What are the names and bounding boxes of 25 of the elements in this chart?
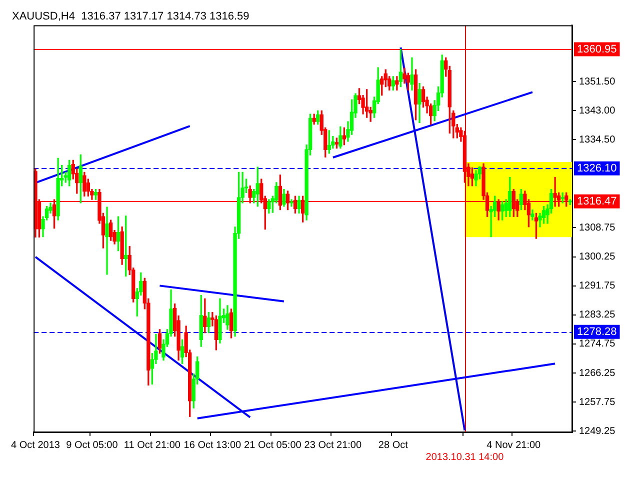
y-tick-label: 1334.50 bbox=[579, 134, 616, 146]
y-tick-label: 1300.25 bbox=[579, 252, 616, 263]
y-tick-label: 1257.75 bbox=[579, 396, 616, 408]
chart-title: XAUUSD,H4 1316.37 1317.17 1314.73 1316.59 bbox=[12, 10, 250, 23]
ref-line-label: 1316.47 bbox=[577, 195, 617, 208]
y-tick-label: 1351.50 bbox=[579, 76, 616, 88]
y-tick-label: 1274.75 bbox=[579, 338, 616, 350]
x-tick-label: 4 Oct 2013 bbox=[11, 440, 60, 451]
y-tick-label: 1266.25 bbox=[579, 368, 616, 379]
x-tick-label: 28 Oct bbox=[378, 440, 408, 451]
y-tick-label: 1291.75 bbox=[579, 280, 616, 292]
x-tick-label: 23 Oct 21:00 bbox=[304, 440, 362, 451]
x-tick-label: 4 Nov 21:00 bbox=[486, 440, 542, 451]
ref-line-label: 1360.95 bbox=[577, 43, 617, 56]
y-tick-label: 1283.25 bbox=[579, 310, 616, 321]
ref-line-label: 1326.10 bbox=[577, 162, 617, 174]
x-tick-label: 9 Oct 05:00 bbox=[66, 440, 118, 451]
x-tick-label: 11 Oct 21:00 bbox=[124, 440, 181, 451]
y-tick-label: 1308.75 bbox=[579, 222, 616, 234]
ref-line-label: 1278.28 bbox=[577, 326, 617, 338]
y-tick-label: 1343.00 bbox=[579, 105, 616, 116]
x-tick-label: 2013.10.31 14:00 bbox=[426, 452, 504, 463]
x-tick-label: 21 Oct 05:00 bbox=[244, 440, 302, 451]
y-tick-label: 1249.25 bbox=[579, 426, 616, 437]
x-tick-label: 16 Oct 13:00 bbox=[184, 440, 242, 451]
